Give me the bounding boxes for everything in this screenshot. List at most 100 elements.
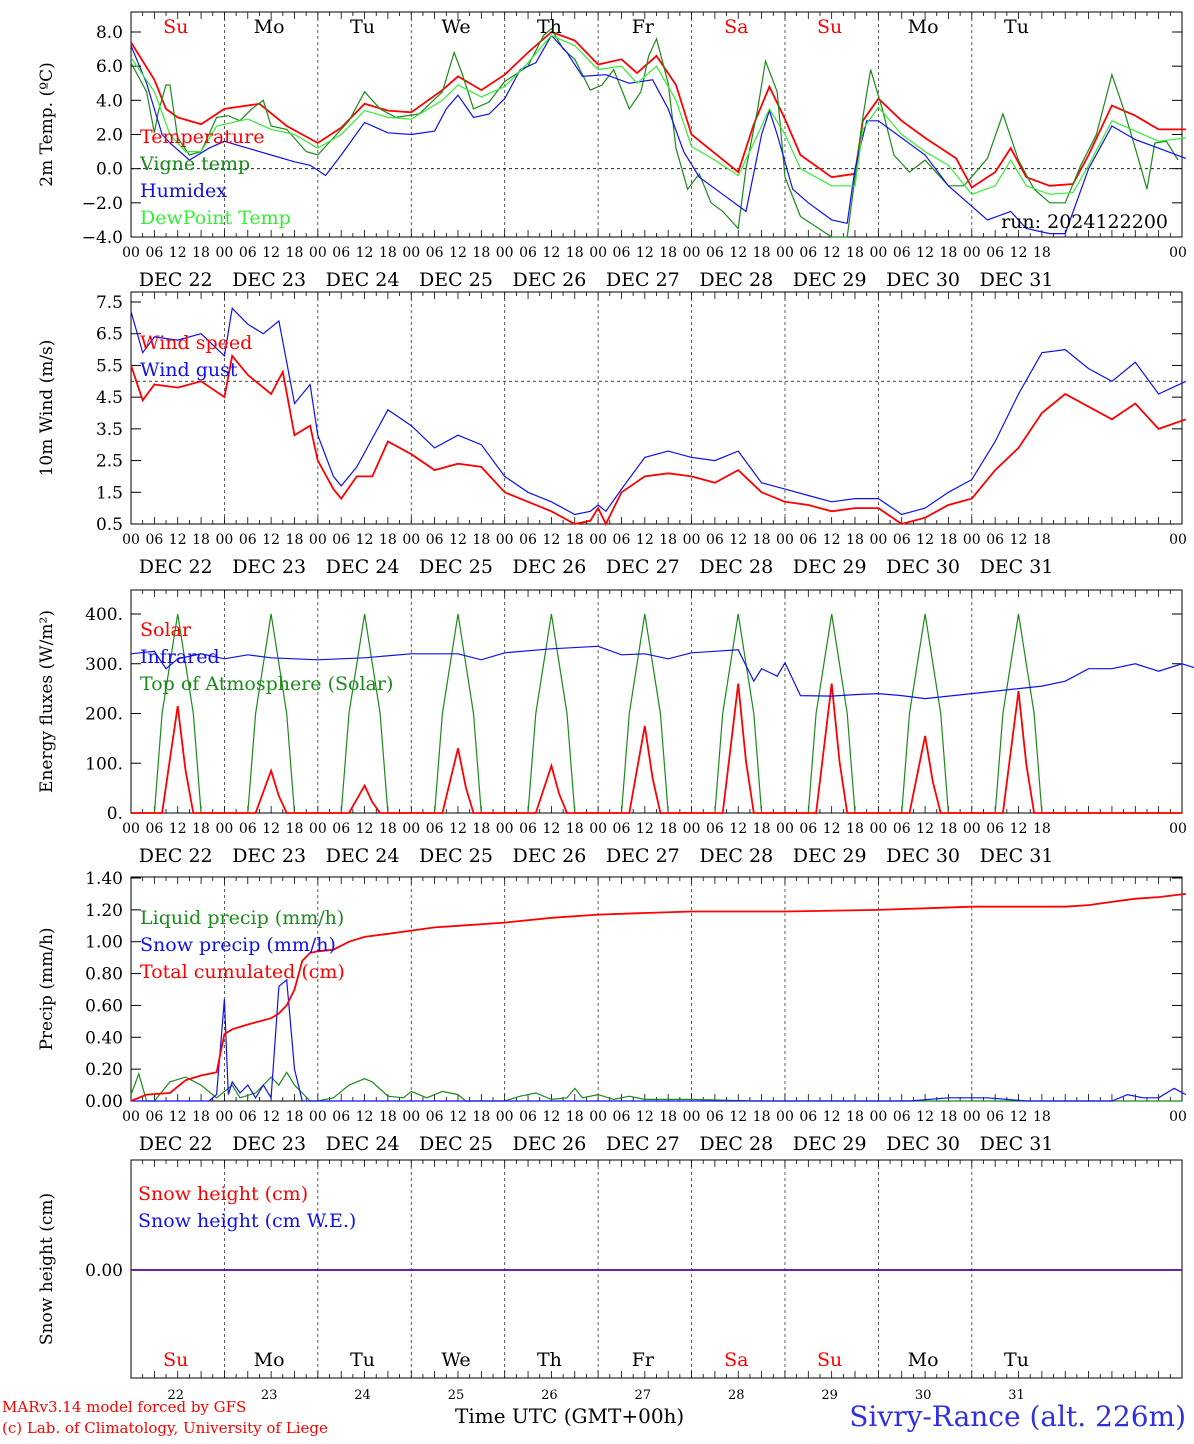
x-date-label: DEC 25	[419, 845, 493, 867]
weekday-label: Su	[163, 16, 188, 38]
x-hour-label: 06	[706, 245, 724, 261]
series-line-dewpoint-temp	[130, 34, 1186, 196]
x-hour-label: 00	[402, 532, 420, 548]
x-hour-label: 00	[776, 821, 794, 837]
model-credit: MARv3.14 model forced by GFS	[2, 1398, 247, 1416]
x-hour-label: 06	[893, 821, 911, 837]
y-tick-label: 4.5	[96, 388, 123, 408]
y-tick-label: 6.5	[96, 325, 123, 345]
x-hour-label: 12	[542, 821, 560, 837]
x-hour-label: 06	[799, 245, 817, 261]
x-date-label: DEC 23	[232, 556, 306, 578]
y-tick-label: 100.	[85, 754, 123, 774]
x-date-label: DEC 25	[419, 556, 493, 578]
x-hour-label: 00	[122, 1109, 140, 1125]
y-tick-label: 0.	[107, 804, 123, 824]
x-hour-label: 18	[1033, 821, 1051, 837]
x-date-label: DEC 23	[232, 1133, 306, 1155]
y-tick-label: 2.5	[96, 452, 123, 472]
series-line-temperature	[130, 30, 1186, 189]
x-hour-label: 12	[542, 245, 560, 261]
x-hour-label: 18	[472, 821, 490, 837]
x-hour-label: 00	[683, 532, 701, 548]
x-hour-label: 12	[916, 821, 934, 837]
legend-entry: Snow height (cm)	[138, 1183, 308, 1205]
x-hour-label: 18	[940, 532, 958, 548]
x-hour-label: 06	[239, 1109, 257, 1125]
panel-2	[130, 291, 1187, 527]
y-tick-label: 3.5	[96, 420, 123, 440]
x-hour-label: 12	[729, 245, 747, 261]
series-line-liquid-precip-mm-h	[130, 1071, 1182, 1102]
x-hour-label: 12	[169, 821, 187, 837]
weekday-label: Sa	[724, 1349, 748, 1371]
x-hour-label: 18	[846, 1109, 864, 1125]
x-hour-label: 06	[706, 821, 724, 837]
x-hour-label: 06	[239, 532, 257, 548]
legend-entry: Total cumulated (cm)	[140, 961, 345, 983]
x-hour-label: 12	[1010, 1109, 1028, 1125]
x-hour-label: 12	[356, 245, 374, 261]
x-hour-label: 00	[122, 532, 140, 548]
x-hour-label: 06	[426, 821, 444, 837]
x-hour-label: 18	[1033, 1109, 1051, 1125]
x-date-label: DEC 28	[699, 556, 773, 578]
x-hour-label: 12	[636, 532, 654, 548]
x-hour-label: 12	[169, 1109, 187, 1125]
y-tick-label: 8.0	[96, 23, 123, 43]
x-date-label: DEC 29	[793, 556, 867, 578]
series-line-solar	[131, 683, 1182, 814]
x-hour-label: 06	[426, 532, 444, 548]
x-hour-label: 00	[963, 532, 981, 548]
x-date-label: DEC 30	[886, 1133, 960, 1155]
x-hour-label: 18	[753, 245, 771, 261]
x-hour-label: 06	[613, 245, 631, 261]
x-hour-label: 12	[1010, 532, 1028, 548]
x-hour-label: 06	[332, 1109, 350, 1125]
x-hour-label: 12	[916, 245, 934, 261]
day-number-label: 28	[728, 1388, 745, 1403]
x-hour-label: 00	[309, 245, 327, 261]
x-hour-label: 12	[823, 1109, 841, 1125]
x-hour-label: 18	[659, 821, 677, 837]
legend-entry: Liquid precip (mm/h)	[140, 907, 344, 929]
x-hour-label: 12	[823, 245, 841, 261]
weekday-label: We	[441, 16, 470, 38]
x-hour-label: 00	[122, 245, 140, 261]
x-hour-label: 12	[449, 1109, 467, 1125]
y-tick-label: 7.5	[96, 293, 123, 313]
x-hour-label: 18	[286, 821, 304, 837]
x-hour-label: 06	[239, 821, 257, 837]
x-hour-label: 00	[589, 1109, 607, 1125]
x-hour-label: 00	[402, 245, 420, 261]
x-date-label: DEC 25	[419, 269, 493, 291]
y-tick-label: 0.00	[85, 1261, 123, 1281]
weekday-label: Tu	[350, 1349, 375, 1371]
x-hour-label: 18	[286, 1109, 304, 1125]
x-hour-label: 12	[169, 532, 187, 548]
y-tick-label: −4.0	[82, 228, 123, 248]
legend-entry: Temperature	[140, 126, 264, 148]
x-hour-label: 18	[846, 532, 864, 548]
series-line-total-cumulated-cm	[130, 893, 1187, 1102]
x-axis-title: Time UTC (GMT+00h)	[455, 1404, 685, 1428]
x-hour-label: 12	[169, 245, 187, 261]
x-hour-label: 18	[753, 1109, 771, 1125]
x-date-label: DEC 28	[699, 845, 773, 867]
x-hour-label: 06	[519, 1109, 537, 1125]
y-axis-title: Precip (mm/h)	[37, 927, 57, 1050]
y-tick-label: 300.	[85, 655, 123, 675]
x-hour-label: 00	[869, 245, 887, 261]
x-hour-label: 18	[1033, 532, 1051, 548]
x-hour-label: 12	[542, 1109, 560, 1125]
x-hour-label: 12	[262, 532, 280, 548]
x-hour-label: 06	[519, 532, 537, 548]
day-number-label: 29	[821, 1388, 838, 1403]
y-tick-label: 0.5	[96, 515, 123, 535]
y-axis-title: 2m Temp. (ºC)	[37, 62, 57, 187]
x-hour-label: 06	[332, 245, 350, 261]
weekday-label: Th	[537, 16, 562, 38]
x-hour-label: 00	[1169, 821, 1187, 837]
x-hour-label: 18	[753, 532, 771, 548]
y-tick-label: 5.5	[96, 356, 123, 376]
